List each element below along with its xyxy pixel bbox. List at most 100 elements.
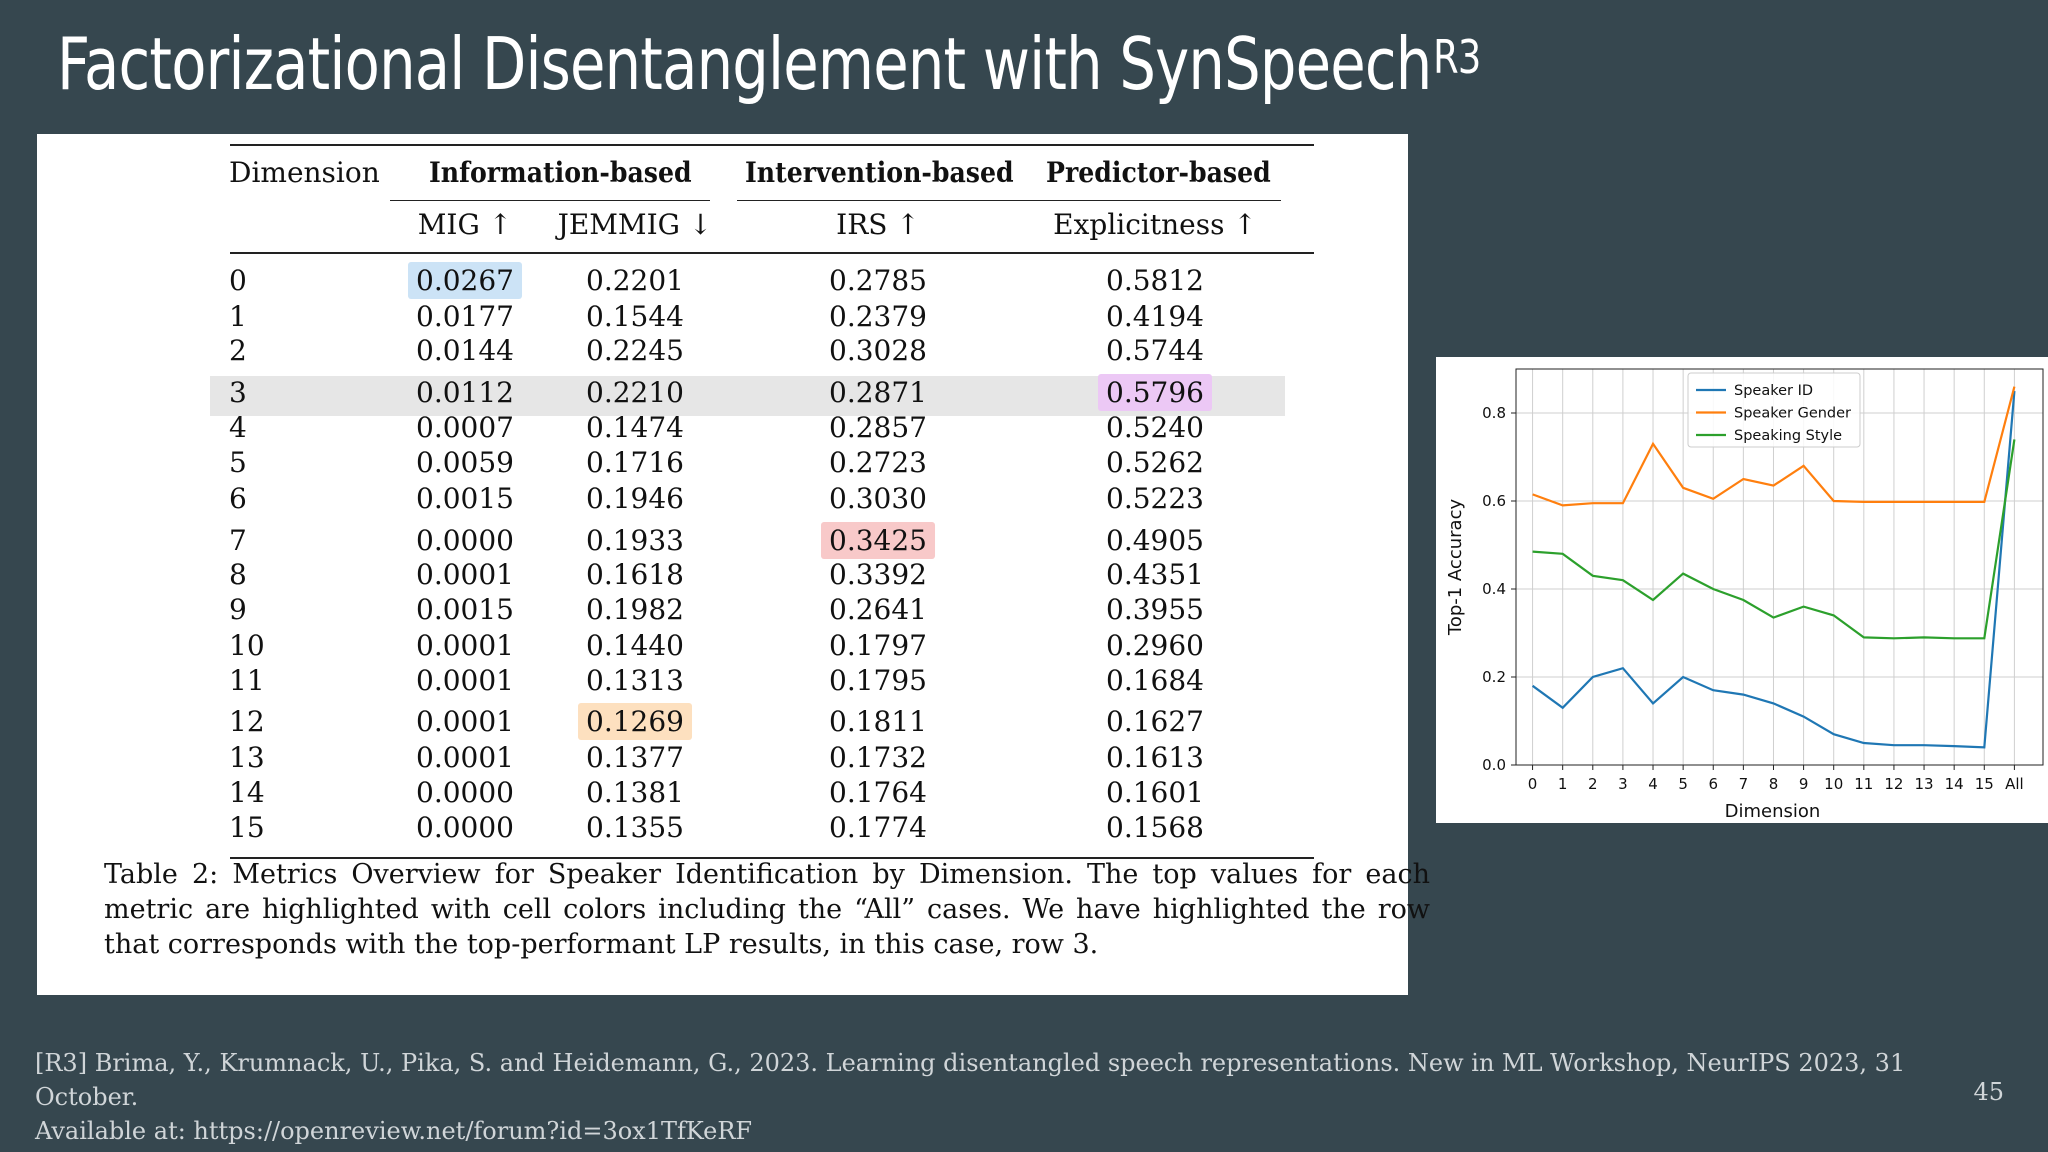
citation: [R3] Brima, Y., Krumnack, U., Pika, S. a… — [35, 1046, 1975, 1148]
cell-expl: 0.5262 — [1106, 446, 1204, 479]
cell-expl-value: 0.3955 — [1106, 593, 1204, 626]
top-value-mig: 0.0267 — [408, 262, 522, 299]
cell-mig-value: 0.0015 — [416, 482, 514, 515]
cell-mig-value: 0.0001 — [416, 558, 514, 591]
x-tick-label: 1 — [1558, 775, 1568, 793]
cell-expl-value: 0.4905 — [1106, 524, 1204, 557]
cell-jemmig: 0.1269 — [578, 703, 692, 740]
cell-jemmig: 0.1474 — [586, 411, 684, 444]
cell-dimension: 13 — [229, 741, 265, 774]
y-tick-label: 0.4 — [1482, 580, 1506, 598]
header-predictor-based: Predictor-based — [1046, 156, 1271, 189]
cell-expl-value: 0.4194 — [1106, 300, 1204, 333]
header-irs: IRS ↑ — [836, 208, 920, 241]
cell-irs: 0.2857 — [829, 411, 927, 444]
cell-dimension: 0 — [229, 264, 247, 297]
top-value-expl: 0.5796 — [1098, 374, 1212, 411]
cell-expl-value: 0.1613 — [1106, 741, 1204, 774]
cell-expl: 0.1627 — [1106, 705, 1204, 738]
chart-svg: 0 1 2 3 4 5 6 7 8 9 10 11 12 13 14 15 All0.00.20.40.60.8… — [1445, 368, 2044, 822]
cell-mig-value: 0.0001 — [416, 629, 514, 662]
x-tick-label: 15 — [1975, 775, 1994, 793]
cell-expl-value: 0.5812 — [1106, 264, 1204, 297]
plot-border — [1515, 368, 2044, 766]
cell-jemmig-value: 0.1381 — [586, 776, 684, 809]
cell-irs: 0.1811 — [829, 705, 927, 738]
cell-mig: 0.0267 — [408, 262, 522, 299]
cell-jemmig-value: 0.1474 — [586, 411, 684, 444]
cell-expl: 0.5812 — [1106, 264, 1204, 297]
cell-irs: 0.2785 — [829, 264, 927, 297]
group-rule-information — [390, 200, 710, 201]
cell-dimension: 4 — [229, 411, 247, 444]
y-tick-label: 0.2 — [1482, 668, 1506, 686]
cell-mig-value: 0.0177 — [416, 300, 514, 333]
page-number: 45 — [1973, 1078, 2004, 1106]
cell-mig-value: 0.0112 — [416, 376, 514, 409]
cell-irs: 0.3030 — [829, 482, 927, 515]
citation-line-2: Available at: https://openreview.net/for… — [35, 1117, 753, 1145]
x-tick-label: 9 — [1799, 775, 1809, 793]
cell-expl: 0.5223 — [1106, 482, 1204, 515]
cell-expl: 0.1568 — [1106, 811, 1204, 844]
cell-mig-value: 0.0015 — [416, 593, 514, 626]
series-line-speaker-id — [1531, 390, 2016, 749]
x-tick-label: 2 — [1588, 775, 1598, 793]
cell-dimension: 11 — [229, 664, 265, 697]
header-information-based: Information-based — [429, 156, 692, 189]
cell-jemmig-value: 0.1313 — [586, 664, 684, 697]
header-mig: MIG ↑ — [417, 208, 513, 241]
cell-jemmig-value: 0.1355 — [586, 811, 684, 844]
cell-irs-value: 0.1797 — [829, 629, 927, 662]
cell-irs-value: 0.2723 — [829, 446, 927, 479]
cell-irs: 0.2641 — [829, 593, 927, 626]
legend-label: Speaker Gender — [1734, 406, 1851, 422]
cell-expl: 0.4905 — [1106, 524, 1204, 557]
cell-expl: 0.1613 — [1106, 741, 1204, 774]
x-tick-label: 4 — [1648, 775, 1658, 793]
cell-mig: 0.0001 — [416, 664, 514, 697]
group-rule-predictor — [1048, 200, 1281, 201]
cell-expl-value: 0.5223 — [1106, 482, 1204, 515]
x-tick-label: 11 — [1854, 775, 1873, 793]
cell-jemmig-value: 0.1946 — [586, 482, 684, 515]
cell-expl-value: 0.1627 — [1106, 705, 1204, 738]
cell-mig: 0.0177 — [416, 300, 514, 333]
cell-irs-value: 0.1795 — [829, 664, 927, 697]
table-caption: Table 2: Metrics Overview for Speaker Id… — [104, 859, 1430, 960]
cell-expl: 0.4194 — [1106, 300, 1204, 333]
cell-mig-value: 0.0000 — [416, 776, 514, 809]
top-value-jemmig: 0.1269 — [578, 703, 692, 740]
citation-superscript: R3 — [1433, 30, 1481, 84]
cell-irs-value: 0.1811 — [829, 705, 927, 738]
cell-dimension: 14 — [229, 776, 265, 809]
cell-irs-value: 0.3028 — [829, 334, 927, 367]
cell-mig-value: 0.0001 — [416, 664, 514, 697]
cell-jemmig-value: 0.1982 — [586, 593, 684, 626]
cell-mig-value: 0.0007 — [416, 411, 514, 444]
cell-irs: 0.3028 — [829, 334, 927, 367]
cell-irs: 0.1774 — [829, 811, 927, 844]
cell-jemmig: 0.2245 — [586, 334, 684, 367]
cell-jemmig: 0.1618 — [586, 558, 684, 591]
cell-irs-value: 0.1732 — [829, 741, 927, 774]
legend-label: Speaker ID — [1734, 383, 1813, 399]
cell-jemmig: 0.1982 — [586, 593, 684, 626]
cell-irs: 0.2871 — [829, 376, 927, 409]
cell-mig: 0.0059 — [416, 446, 514, 479]
y-axis-label: Top-1 Accuracy — [1445, 499, 1466, 637]
cell-expl: 0.1601 — [1106, 776, 1204, 809]
cell-mig: 0.0007 — [416, 411, 514, 444]
cell-dimension: 5 — [229, 446, 247, 479]
cell-jemmig: 0.2210 — [586, 376, 684, 409]
slide-title-text: Factorizational Disentanglement with Syn… — [57, 22, 1432, 106]
slide-title: Factorizational Disentanglement with Syn… — [57, 22, 1481, 106]
cell-irs-value: 0.2857 — [829, 411, 927, 444]
x-tick-label: 14 — [1945, 775, 1964, 793]
cell-jemmig: 0.1946 — [586, 482, 684, 515]
cell-mig-value: 0.0000 — [416, 524, 514, 557]
cell-irs: 0.1764 — [829, 776, 927, 809]
cell-mig: 0.0001 — [416, 741, 514, 774]
x-tick-label: 5 — [1678, 775, 1688, 793]
cell-jemmig: 0.1381 — [586, 776, 684, 809]
